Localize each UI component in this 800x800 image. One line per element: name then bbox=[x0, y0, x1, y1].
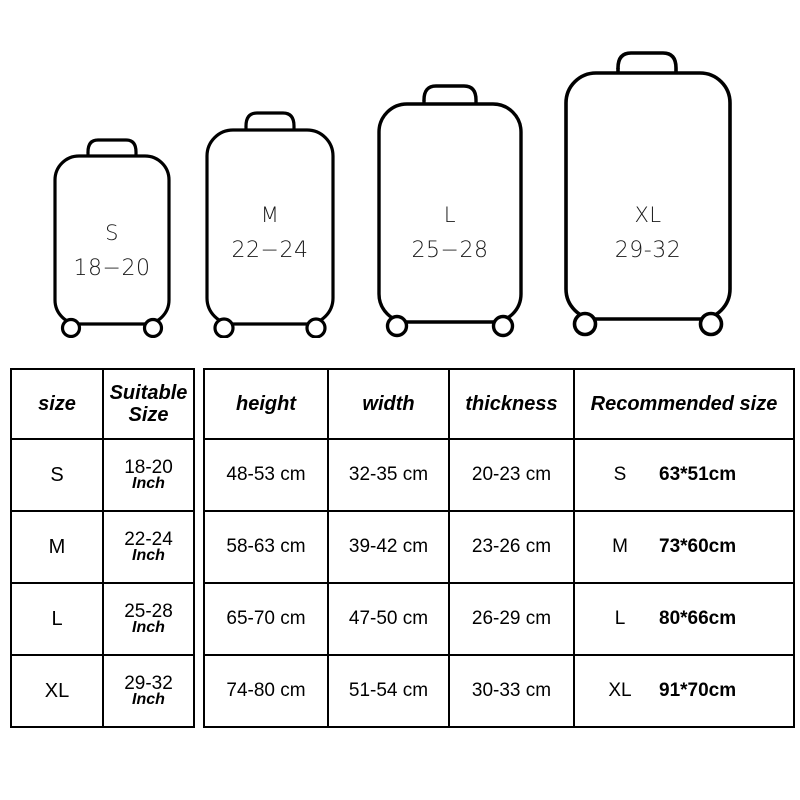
cell-thickness: 20-23 cm bbox=[448, 438, 575, 512]
suitable-unit: Inch bbox=[132, 475, 165, 493]
recommended-size-dimensions: 73*60cm bbox=[659, 536, 737, 557]
cell-height: 58-63 cm bbox=[203, 510, 329, 584]
luggage-illustration-row: S 18−20 M 22−24 L 25−28 bbox=[0, 0, 800, 355]
recommended-size-dimensions: 63*51cm bbox=[659, 464, 737, 485]
table-header-row: height width thickness Recommended size bbox=[203, 368, 795, 440]
suitable-unit: Inch bbox=[132, 547, 165, 565]
cell-suitable-size: 29-32 Inch bbox=[102, 654, 195, 728]
table-row: 58-63 cm 39-42 cm 23-26 cm M 73*60cm bbox=[203, 510, 795, 584]
case-size-label: M bbox=[260, 203, 280, 227]
cell-thickness: 30-33 cm bbox=[448, 654, 575, 728]
size-chart-table-left: size Suitable Size S 18-20 Inch M 22-24 … bbox=[10, 368, 195, 728]
cell-recommended-size: XL 91*70cm bbox=[573, 654, 795, 728]
column-header-width: width bbox=[327, 368, 450, 440]
suitable-range: 25-28 bbox=[124, 600, 173, 622]
suitcase-icon bbox=[377, 84, 523, 338]
recommended-size-letter: XL bbox=[608, 680, 632, 701]
suitable-range: 29-32 bbox=[124, 672, 173, 694]
column-header-thickness: thickness bbox=[448, 368, 575, 440]
cell-size: L bbox=[10, 582, 104, 656]
cell-height: 48-53 cm bbox=[203, 438, 329, 512]
table-row: 48-53 cm 32-35 cm 20-23 cm S 63*51cm bbox=[203, 438, 795, 512]
case-range-label: 25−28 bbox=[411, 238, 489, 263]
case-size-label: L bbox=[443, 203, 457, 227]
suitcase-xl: XL 29-32 bbox=[558, 38, 738, 338]
recommended-size-letter: L bbox=[614, 608, 626, 629]
table-header-row: size Suitable Size bbox=[10, 368, 195, 440]
table-row: L 25-28 Inch bbox=[10, 582, 195, 656]
table-row: 74-80 cm 51-54 cm 30-33 cm XL 91*70cm bbox=[203, 654, 795, 728]
cell-suitable-size: 22-24 Inch bbox=[102, 510, 195, 584]
suitable-unit: Inch bbox=[132, 619, 165, 637]
cell-recommended-size: M 73*60cm bbox=[573, 510, 795, 584]
suitcase-icon bbox=[53, 138, 171, 338]
suitcase-m: M 22−24 bbox=[200, 100, 340, 338]
recommended-size-dimensions: 91*70cm bbox=[659, 680, 737, 701]
case-size-label: S bbox=[105, 221, 119, 245]
column-header-suitable-size: Suitable Size bbox=[102, 368, 195, 440]
case-range-label: 29-32 bbox=[614, 238, 682, 263]
suitable-range: 22-24 bbox=[124, 528, 173, 550]
cell-recommended-size: L 80*66cm bbox=[573, 582, 795, 656]
cell-height: 74-80 cm bbox=[203, 654, 329, 728]
case-range-label: 22−24 bbox=[231, 238, 309, 263]
cell-width: 39-42 cm bbox=[327, 510, 450, 584]
column-header-size: size bbox=[10, 368, 104, 440]
suitable-unit: Inch bbox=[132, 691, 165, 709]
cell-thickness: 26-29 cm bbox=[448, 582, 575, 656]
case-range-label: 18−20 bbox=[73, 256, 151, 281]
suitcase-icon bbox=[205, 111, 335, 338]
cell-size: M bbox=[10, 510, 104, 584]
recommended-size-dimensions: 80*66cm bbox=[659, 608, 737, 629]
table-row: XL 29-32 Inch bbox=[10, 654, 195, 728]
cell-thickness: 23-26 cm bbox=[448, 510, 575, 584]
recommended-size-letter: M bbox=[612, 536, 628, 557]
cell-height: 65-70 cm bbox=[203, 582, 329, 656]
suitcase-s: S 18−20 bbox=[48, 128, 176, 338]
cell-width: 51-54 cm bbox=[327, 654, 450, 728]
header-line-1: Suitable bbox=[109, 381, 188, 404]
header-line-2: Size bbox=[128, 404, 169, 426]
column-header-height: height bbox=[203, 368, 329, 440]
suitcase-l: L 25−28 bbox=[372, 72, 528, 338]
case-size-label: XL bbox=[634, 203, 662, 227]
cell-width: 47-50 cm bbox=[327, 582, 450, 656]
suitable-range: 18-20 bbox=[124, 456, 173, 478]
cell-width: 32-35 cm bbox=[327, 438, 450, 512]
table-row: S 18-20 Inch bbox=[10, 438, 195, 512]
cell-suitable-size: 18-20 Inch bbox=[102, 438, 195, 512]
suitcase-icon bbox=[564, 51, 732, 337]
recommended-size-letter: S bbox=[613, 464, 627, 485]
cell-recommended-size: S 63*51cm bbox=[573, 438, 795, 512]
size-chart-table-right: height width thickness Recommended size … bbox=[203, 368, 795, 728]
column-header-recommended-size: Recommended size bbox=[573, 368, 795, 440]
table-row: M 22-24 Inch bbox=[10, 510, 195, 584]
table-row: 65-70 cm 47-50 cm 26-29 cm L 80*66cm bbox=[203, 582, 795, 656]
cell-size: XL bbox=[10, 654, 104, 728]
cell-size: S bbox=[10, 438, 104, 512]
cell-suitable-size: 25-28 Inch bbox=[102, 582, 195, 656]
